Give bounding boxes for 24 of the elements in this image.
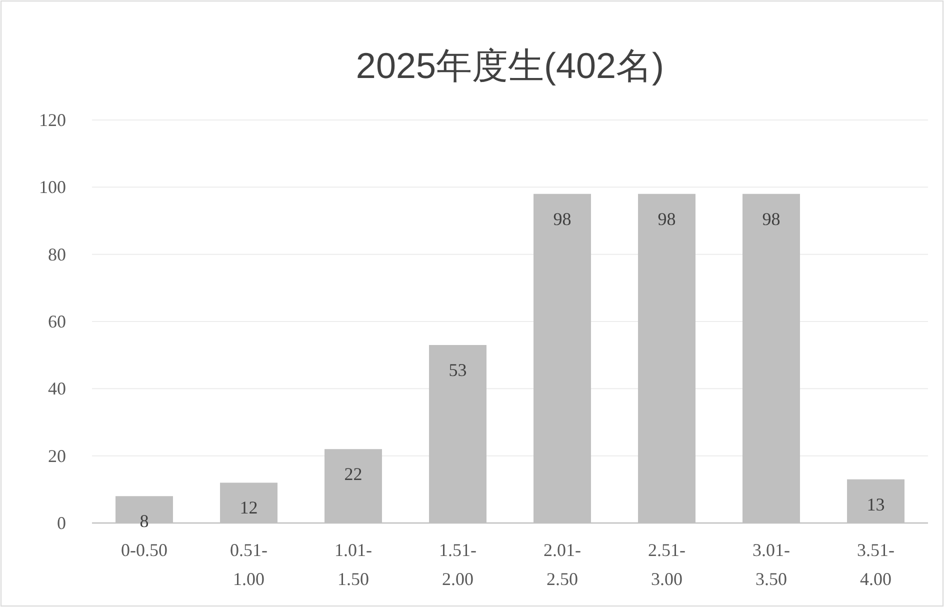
y-tick-label: 120 (39, 110, 66, 130)
x-tick-label: 1.01-1.50 (334, 540, 372, 589)
y-tick-label: 0 (57, 513, 66, 533)
data-label: 12 (240, 498, 258, 518)
x-tick-label: 3.51-4.00 (857, 540, 894, 589)
chart-title: 2025年度生(402名) (356, 45, 664, 86)
y-tick-label: 100 (39, 177, 66, 198)
x-tick-label: 0.51-1.00 (230, 540, 268, 589)
data-label: 22 (344, 464, 362, 484)
x-tick-label: 2.01-2.50 (544, 540, 581, 589)
data-label: 13 (866, 494, 885, 514)
x-tick-label: 1.51-2.00 (439, 540, 476, 589)
y-tick-label: 40 (48, 378, 66, 399)
y-tick-label: 20 (48, 446, 66, 466)
data-label: 98 (762, 208, 780, 229)
data-label: 53 (448, 360, 467, 380)
x-tick-label: 2.51-3.00 (648, 540, 686, 589)
x-tick-label: 0-0.50 (121, 540, 168, 560)
x-tick-label: 3.01-3.50 (752, 540, 790, 589)
y-tick-label: 80 (48, 244, 66, 264)
y-tick-label: 60 (48, 312, 66, 332)
data-label: 98 (658, 208, 676, 229)
data-label: 98 (553, 208, 572, 229)
data-label: 8 (140, 511, 149, 532)
